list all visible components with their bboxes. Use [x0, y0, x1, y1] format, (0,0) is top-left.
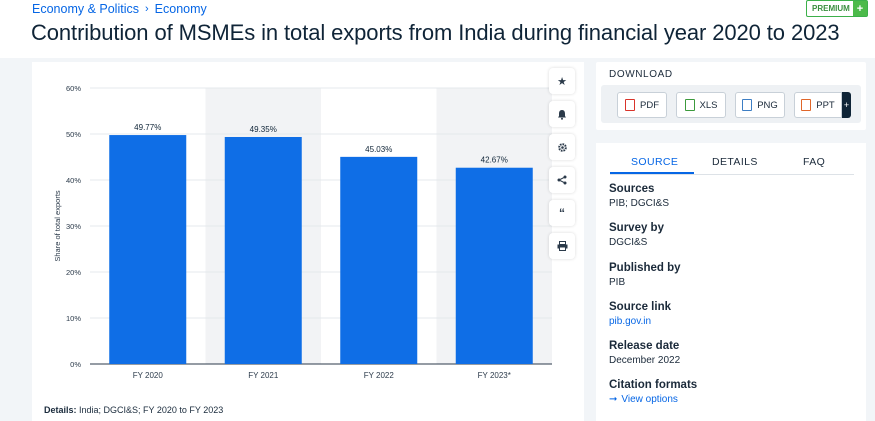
view-options-label: View options — [621, 394, 678, 405]
print-icon[interactable] — [549, 233, 575, 259]
png-file-icon — [742, 99, 753, 111]
release-date-label: Release date — [609, 340, 680, 352]
data-label: 45.03% — [365, 145, 392, 154]
download-xls-label: XLS — [699, 99, 718, 111]
y-tick-label: 60% — [66, 84, 81, 93]
premium-plus-icon: + — [853, 1, 867, 16]
download-png-label: PNG — [757, 99, 778, 111]
data-label: 49.35% — [250, 125, 277, 134]
details-label: Details: — [44, 405, 77, 415]
y-tick-label: 20% — [66, 268, 81, 277]
share-icon[interactable] — [549, 167, 575, 193]
quote-icon[interactable]: “ — [549, 200, 575, 226]
premium-label: PREMIUM — [812, 4, 850, 13]
source-link[interactable]: pib.gov.in — [609, 316, 652, 327]
breadcrumb-separator: › — [144, 3, 149, 15]
page-title: Contribution of MSMEs in total exports f… — [31, 20, 840, 45]
view-options-link[interactable]: ➞ View options — [609, 394, 697, 405]
breadcrumb: Economy & Politics › Economy — [32, 2, 207, 16]
published-label: Published by — [609, 262, 681, 274]
xls-file-icon — [684, 99, 695, 111]
tab-faq[interactable]: FAQ — [803, 156, 826, 168]
data-label: 42.67% — [481, 156, 508, 165]
y-tick-label: 30% — [66, 222, 81, 231]
download-png-button[interactable]: PNG — [735, 92, 785, 118]
y-tick-label: 50% — [66, 130, 81, 139]
bar — [109, 135, 187, 364]
chart-details: Details: India; DGCI&S; FY 2020 to FY 20… — [44, 405, 223, 415]
ppt-file-icon — [801, 99, 812, 111]
active-tab-indicator — [610, 172, 694, 174]
bell-icon[interactable] — [549, 101, 575, 127]
chart-toolbar: ★ “ — [549, 68, 577, 266]
breadcrumb-link-economy[interactable]: Economy — [154, 2, 207, 16]
premium-badge[interactable]: PREMIUM + — [806, 0, 868, 17]
download-pdf-button[interactable]: PDF — [617, 92, 667, 118]
download-pdf-label: PDF — [640, 99, 659, 111]
source-card: SOURCE DETAILS FAQ Sources PIB; DGCI&S S… — [596, 143, 866, 421]
meta-source-link: Source link pib.gov.in — [609, 301, 671, 327]
survey-label: Survey by — [609, 222, 664, 234]
meta-sources: Sources PIB; DGCI&S — [609, 183, 669, 209]
tabs-divider — [610, 174, 854, 175]
arrow-right-icon: ➞ — [609, 394, 618, 405]
meta-survey: Survey by DGCI&S — [609, 222, 664, 248]
y-tick-label: 40% — [66, 176, 81, 185]
x-tick-label: FY 2023* — [478, 371, 511, 380]
data-label: 49.77% — [134, 123, 161, 132]
published-value: PIB — [609, 277, 626, 288]
tab-details[interactable]: DETAILS — [712, 156, 758, 168]
download-card: DOWNLOAD PDF XLS PNG PPT + — [596, 62, 866, 130]
breadcrumb-link-economy-politics[interactable]: Economy & Politics — [32, 2, 139, 16]
download-ppt-label: PPT — [816, 99, 835, 111]
bar-chart: 0% 10% 20% 30% 40% 50% 60% Share of total expor… — [53, 84, 552, 380]
survey-value: DGCI&S — [609, 237, 648, 248]
chart-card: 0% 10% 20% 30% 40% 50% 60% Share of total expor… — [32, 62, 584, 421]
tab-source[interactable]: SOURCE — [631, 156, 679, 168]
x-tick-label: FY 2020 — [133, 371, 164, 380]
meta-release-date: Release date December 2022 — [609, 340, 680, 366]
y-axis-label: Share of total exports — [53, 190, 62, 262]
y-tick-label: 10% — [66, 314, 81, 323]
pdf-file-icon — [625, 99, 635, 111]
source-link-label: Source link — [609, 301, 671, 313]
bar — [455, 167, 533, 364]
bar — [224, 136, 302, 364]
sources-label: Sources — [609, 183, 655, 195]
meta-citation: Citation formats ➞ View options — [609, 379, 697, 405]
download-more-button[interactable]: + — [842, 92, 851, 118]
bar — [340, 156, 418, 364]
sources-value: PIB; DGCI&S — [609, 198, 670, 209]
release-date-value: December 2022 — [609, 355, 681, 366]
download-row: PDF XLS PNG PPT + — [601, 85, 861, 123]
details-text: India; DGCI&S; FY 2020 to FY 2023 — [79, 405, 224, 415]
download-title: DOWNLOAD — [609, 69, 673, 80]
download-xls-button[interactable]: XLS — [676, 92, 726, 118]
source-tabs: SOURCE DETAILS FAQ — [596, 143, 866, 175]
x-tick-label: FY 2021 — [248, 371, 279, 380]
star-icon[interactable]: ★ — [549, 68, 575, 94]
gear-icon[interactable] — [549, 134, 575, 160]
x-tick-label: FY 2022 — [364, 371, 395, 380]
citation-label: Citation formats — [609, 379, 698, 391]
meta-published: Published by PIB — [609, 262, 681, 288]
y-tick-label: 0% — [70, 360, 81, 369]
download-ppt-button[interactable]: PPT — [794, 92, 842, 118]
